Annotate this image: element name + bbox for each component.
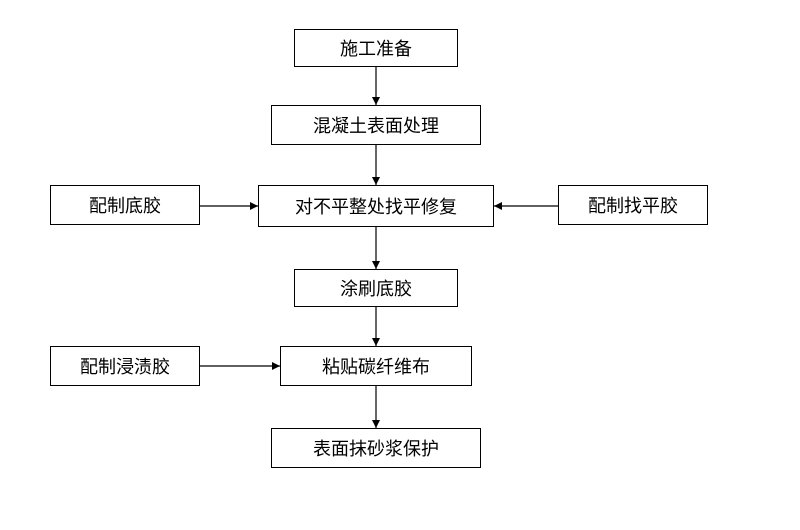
flow-node-n3: 对不平整处找平修复 bbox=[258, 185, 494, 227]
node-label: 施工准备 bbox=[340, 35, 412, 61]
node-label: 混凝土表面处理 bbox=[313, 112, 439, 138]
flow-node-n6: 表面抹砂浆保护 bbox=[271, 428, 481, 468]
flow-node-n1: 施工准备 bbox=[294, 29, 458, 67]
node-label: 对不平整处找平修复 bbox=[295, 193, 457, 219]
node-label: 表面抹砂浆保护 bbox=[313, 435, 439, 461]
node-label: 配制浸渍胶 bbox=[80, 353, 170, 379]
flow-node-nl1: 配制底胶 bbox=[50, 185, 200, 225]
flow-node-nr1: 配制找平胶 bbox=[558, 185, 708, 225]
flow-node-nl2: 配制浸渍胶 bbox=[50, 346, 200, 386]
flow-node-n2: 混凝土表面处理 bbox=[271, 105, 481, 145]
node-label: 配制底胶 bbox=[89, 192, 161, 218]
flow-node-n4: 涂刷底胶 bbox=[294, 269, 458, 307]
flow-node-n5: 粘贴碳纤维布 bbox=[280, 346, 472, 386]
node-label: 配制找平胶 bbox=[588, 192, 678, 218]
node-label: 涂刷底胶 bbox=[340, 275, 412, 301]
node-label: 粘贴碳纤维布 bbox=[322, 353, 430, 379]
